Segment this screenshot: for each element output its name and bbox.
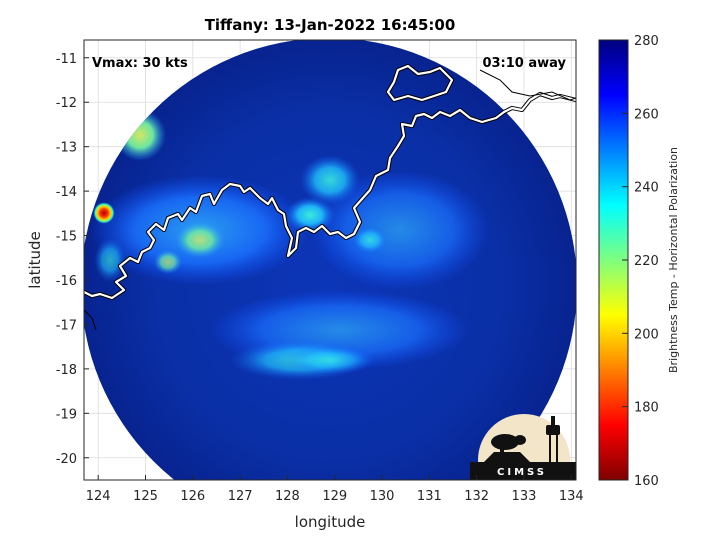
- cell-north: [300, 155, 360, 205]
- colorbar-tick-label: 240: [634, 181, 659, 196]
- x-tick-label: 125: [133, 489, 158, 504]
- island-line: [386, 64, 454, 102]
- swath: [84, 40, 576, 480]
- x-tick-label: 124: [86, 489, 111, 504]
- cell-west: [175, 222, 225, 258]
- y-tick-label: -18: [56, 363, 77, 378]
- coastline: [84, 63, 576, 331]
- x-tick-label: 131: [417, 489, 442, 504]
- y-tick-label: -12: [56, 96, 77, 111]
- colorbar-tick-label: 160: [634, 474, 659, 489]
- tick-marks: [84, 57, 572, 480]
- y-tick-label: -15: [56, 230, 77, 245]
- logo-tower-icon: [546, 416, 560, 463]
- logo-banner: [470, 462, 576, 480]
- x-tick-label: 132: [464, 489, 489, 504]
- plot-frame: [83, 39, 577, 481]
- x-tick-label: 130: [370, 489, 395, 504]
- y-tick-labels: -11 -12 -13 -14 -15 -16 -17 -18 -19 -20: [56, 52, 77, 467]
- x-tick-label: 133: [512, 489, 537, 504]
- x-tick-label: 128: [275, 489, 300, 504]
- cell-hot-core: [93, 202, 115, 224]
- y-tick-label: -14: [56, 185, 77, 200]
- x-tick-label: 129: [322, 489, 347, 504]
- x-tick-label: 127: [228, 489, 253, 504]
- colorbar-label: Brightness Temp - Horizontal Polarizatio…: [667, 147, 680, 373]
- y-tick-label: -11: [56, 52, 77, 67]
- colorbar-tick-label: 180: [634, 401, 659, 416]
- y-tick-label: -13: [56, 141, 77, 156]
- y-tick-label: -19: [56, 407, 77, 422]
- y-tick-label: -20: [56, 452, 77, 467]
- cell-center: [285, 197, 335, 233]
- x-tick-labels: 124 125 126 127 128 129 130 131 132 133 134: [86, 489, 584, 504]
- colorbar-tick-label: 200: [634, 327, 659, 342]
- colorbar-tick-label: 280: [634, 34, 659, 49]
- rainband-east: [310, 170, 490, 290]
- colorbar-tick-label: 220: [634, 254, 659, 269]
- colorbar-tick-label: 260: [634, 107, 659, 122]
- y-axis-label: latitude: [26, 231, 44, 289]
- cimss-logo: CIMSS: [470, 414, 576, 480]
- vmax-label: Vmax: 30 kts: [92, 56, 188, 71]
- x-tick-label: 134: [559, 489, 584, 504]
- coastline-outside-swath: [84, 69, 576, 331]
- y-tick-label: -17: [56, 318, 77, 333]
- coastline-line: [84, 92, 576, 300]
- time-away-label: 03:10 away: [482, 56, 566, 71]
- y-tick-label: -16: [56, 274, 77, 289]
- colorbar-tick-labels: 280 260 240 220 200 180 160: [622, 34, 659, 489]
- figure-title: Tiffany: 13-Jan-2022 16:45:00: [205, 16, 456, 34]
- cell-east: [352, 226, 388, 254]
- x-tick-label: 126: [180, 489, 205, 504]
- logo-dish-icon: [484, 434, 530, 462]
- logo-text: CIMSS: [497, 467, 547, 478]
- cell-edge-west: [94, 238, 126, 282]
- cell-far-southeast: [285, 346, 375, 374]
- cell-southwest: [154, 250, 182, 274]
- x-axis-label: longitude: [295, 513, 366, 531]
